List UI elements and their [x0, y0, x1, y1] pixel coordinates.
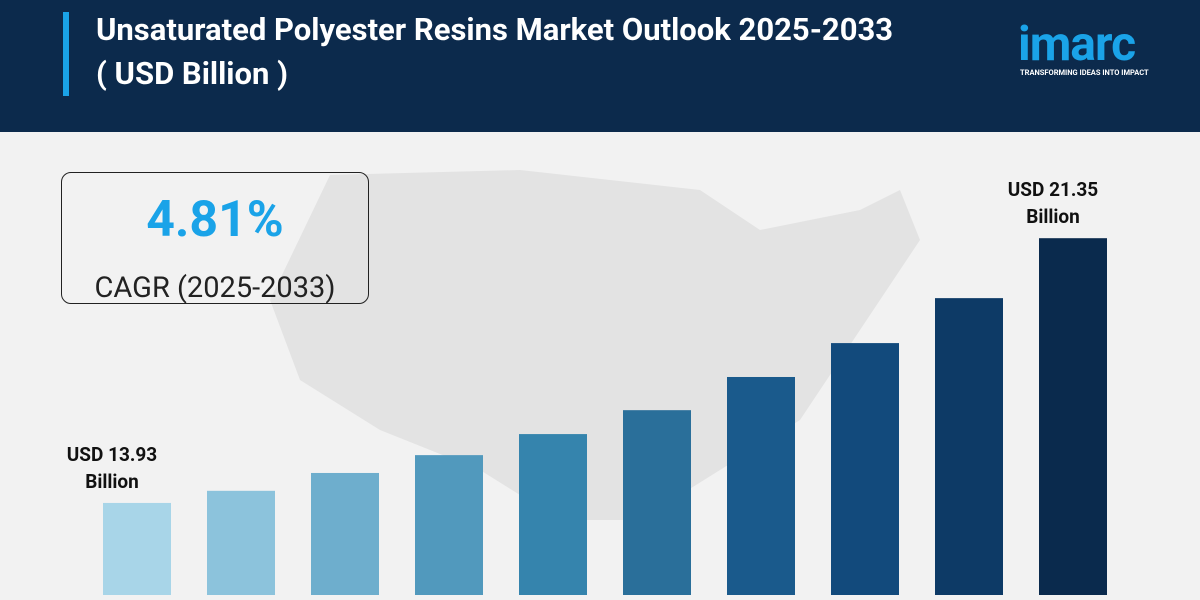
bar	[1039, 238, 1107, 595]
bar	[415, 455, 483, 595]
cagr-label: CAGR (2025-2033)	[94, 271, 336, 305]
cagr-value: 4.81%	[146, 191, 284, 249]
bar	[935, 298, 1003, 595]
header: Unsaturated Polyester Resins Market Outl…	[0, 0, 1200, 132]
value-label: USD 13.93 Billion	[66, 442, 158, 493]
bar	[727, 376, 795, 595]
bar	[311, 472, 379, 595]
bar	[623, 410, 691, 595]
bar	[207, 490, 275, 595]
bar	[103, 502, 171, 595]
title: Unsaturated Polyester Resins Market Outl…	[96, 11, 894, 92]
logo: imarc	[1018, 15, 1136, 72]
value-label: USD 21.35 Billion	[1007, 178, 1099, 229]
tagline: TRANSFORMING IDEAS INTO IMPACT	[1020, 68, 1149, 77]
bar	[831, 343, 899, 595]
accent-bar	[63, 12, 69, 96]
cagr-box: 4.81% CAGR (2025-2033)	[61, 172, 369, 305]
bar	[519, 434, 587, 595]
